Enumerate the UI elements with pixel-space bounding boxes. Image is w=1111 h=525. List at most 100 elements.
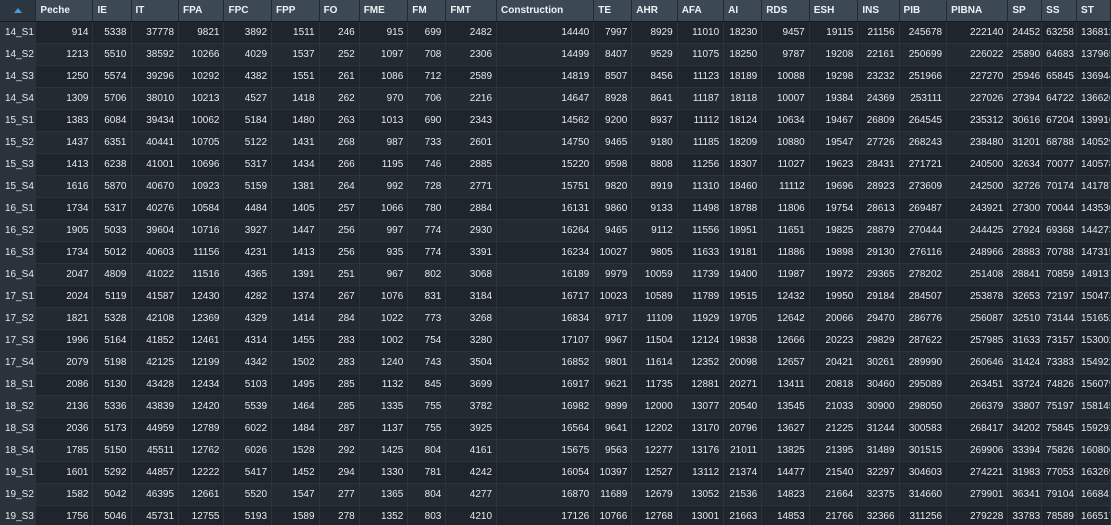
column-header[interactable]: INS xyxy=(857,0,900,22)
table-cell: 33783 xyxy=(1007,505,1043,525)
table-cell: 1551 xyxy=(271,65,320,88)
row-name: 19_S1 xyxy=(0,461,37,484)
table-cell: 781 xyxy=(407,461,447,484)
row-index-header[interactable] xyxy=(0,0,37,22)
table-row: 17_S1 2024 5119 41587 12430 4282 1374 267 1076 83… xyxy=(0,285,1111,308)
sort-ascending-icon[interactable] xyxy=(13,7,22,13)
table-cell: 11929 xyxy=(677,307,725,330)
table-cell: 4029 xyxy=(223,43,273,66)
table-cell: 11689 xyxy=(593,483,633,506)
column-header[interactable]: ST xyxy=(1076,0,1111,22)
table-cell: 159293 xyxy=(1076,417,1111,440)
table-cell: 33807 xyxy=(1007,395,1043,418)
table-cell: 9820 xyxy=(593,175,633,198)
column-header[interactable]: IE xyxy=(92,0,132,22)
table-cell: 4382 xyxy=(223,65,273,88)
table-cell: 12461 xyxy=(178,329,225,352)
table-cell: 5184 xyxy=(223,109,273,132)
table-cell: 28883 xyxy=(1007,241,1043,264)
column-header[interactable]: AI xyxy=(723,0,763,22)
column-header[interactable]: TE xyxy=(593,0,633,22)
table-cell: 1418 xyxy=(271,87,320,110)
table-cell: 294 xyxy=(319,461,360,484)
table-cell: 251966 xyxy=(899,65,948,88)
column-header[interactable]: FPA xyxy=(178,0,225,22)
table-cell: 64683 xyxy=(1041,43,1078,66)
table-cell: 9180 xyxy=(631,131,678,154)
table-cell: 243921 xyxy=(946,197,1009,220)
table-cell: 9860 xyxy=(593,197,633,220)
column-header[interactable]: AFA xyxy=(677,0,725,22)
table-cell: 242500 xyxy=(946,175,1009,198)
column-header[interactable]: Peche xyxy=(35,0,94,22)
column-header[interactable]: FMT xyxy=(445,0,498,22)
table-cell: 690 xyxy=(407,109,447,132)
table-cell: 14819 xyxy=(496,65,595,88)
table-cell: 774 xyxy=(407,241,447,264)
table-cell: 3268 xyxy=(445,307,498,330)
column-header[interactable]: Construction xyxy=(496,0,595,22)
column-header[interactable]: FPC xyxy=(223,0,273,22)
table-cell: 1537 xyxy=(271,43,320,66)
table-cell: 19467 xyxy=(809,109,859,132)
table-cell: 1309 xyxy=(35,87,94,110)
column-header[interactable]: ESH xyxy=(809,0,859,22)
table-row: 19_S1 1601 5292 44857 12222 5417 1452 294 1330 78… xyxy=(0,461,1111,484)
table-cell: 11310 xyxy=(677,175,725,198)
table-cell: 4342 xyxy=(223,351,273,374)
table-cell: 7997 xyxy=(593,21,633,44)
column-header[interactable]: PIBNA xyxy=(946,0,1009,22)
table-cell: 30616 xyxy=(1007,109,1043,132)
row-name: 18_S4 xyxy=(0,439,37,462)
table-cell: 147315 xyxy=(1076,241,1111,264)
table-cell: 19705 xyxy=(723,307,763,330)
table-cell: 44959 xyxy=(131,417,180,440)
table-cell: 257 xyxy=(319,197,360,220)
column-header[interactable]: AHR xyxy=(631,0,678,22)
table-cell: 19825 xyxy=(809,219,859,242)
table-cell: 29470 xyxy=(857,307,900,330)
table-cell: 256 xyxy=(319,241,360,264)
table-cell: 24369 xyxy=(857,87,900,110)
table-cell: 2136 xyxy=(35,395,94,418)
table-cell: 1002 xyxy=(359,329,409,352)
table-cell: 30261 xyxy=(857,351,900,374)
column-header[interactable]: IT xyxy=(131,0,180,22)
table-cell: 18460 xyxy=(723,175,763,198)
table-cell: 28613 xyxy=(857,197,900,220)
column-header[interactable]: PIB xyxy=(899,0,948,22)
table-cell: 19298 xyxy=(809,65,859,88)
column-header[interactable]: SP xyxy=(1007,0,1043,22)
row-name: 19_S2 xyxy=(0,483,37,506)
table-cell: 278202 xyxy=(899,263,948,286)
table-cell: 8937 xyxy=(631,109,678,132)
row-name: 15_S1 xyxy=(0,109,37,132)
table-cell: 1076 xyxy=(359,285,409,308)
column-header[interactable]: FM xyxy=(407,0,447,22)
table-cell: 286776 xyxy=(899,307,948,330)
column-header[interactable]: RDS xyxy=(761,0,810,22)
table-cell: 16917 xyxy=(496,373,595,396)
column-header[interactable]: SS xyxy=(1041,0,1078,22)
table-cell: 19950 xyxy=(809,285,859,308)
table-cell: 1413 xyxy=(271,241,320,264)
column-header[interactable]: FME xyxy=(359,0,409,22)
table-cell: 276116 xyxy=(899,241,948,264)
table-cell: 1495 xyxy=(271,373,320,396)
table-cell: 2930 xyxy=(445,219,498,242)
table-cell: 45511 xyxy=(131,439,180,462)
table-cell: 2079 xyxy=(35,351,94,374)
table-row: 17_S3 1996 5164 41852 12461 4314 1455 283 1002 75… xyxy=(0,329,1111,352)
table-cell: 27924 xyxy=(1007,219,1043,242)
table-cell: 1905 xyxy=(35,219,94,242)
table-cell: 25946 xyxy=(1007,65,1043,88)
table-cell: 256087 xyxy=(946,307,1009,330)
table-cell: 18124 xyxy=(723,109,763,132)
table-cell: 23232 xyxy=(857,65,900,88)
table-cell: 992 xyxy=(359,175,409,198)
table-cell: 15751 xyxy=(496,175,595,198)
table-row: 17_S4 2079 5198 42125 12199 4342 1502 283 1240 74… xyxy=(0,351,1111,374)
column-header[interactable]: FPP xyxy=(271,0,320,22)
table-cell: 12420 xyxy=(178,395,225,418)
column-header[interactable]: FO xyxy=(319,0,360,22)
